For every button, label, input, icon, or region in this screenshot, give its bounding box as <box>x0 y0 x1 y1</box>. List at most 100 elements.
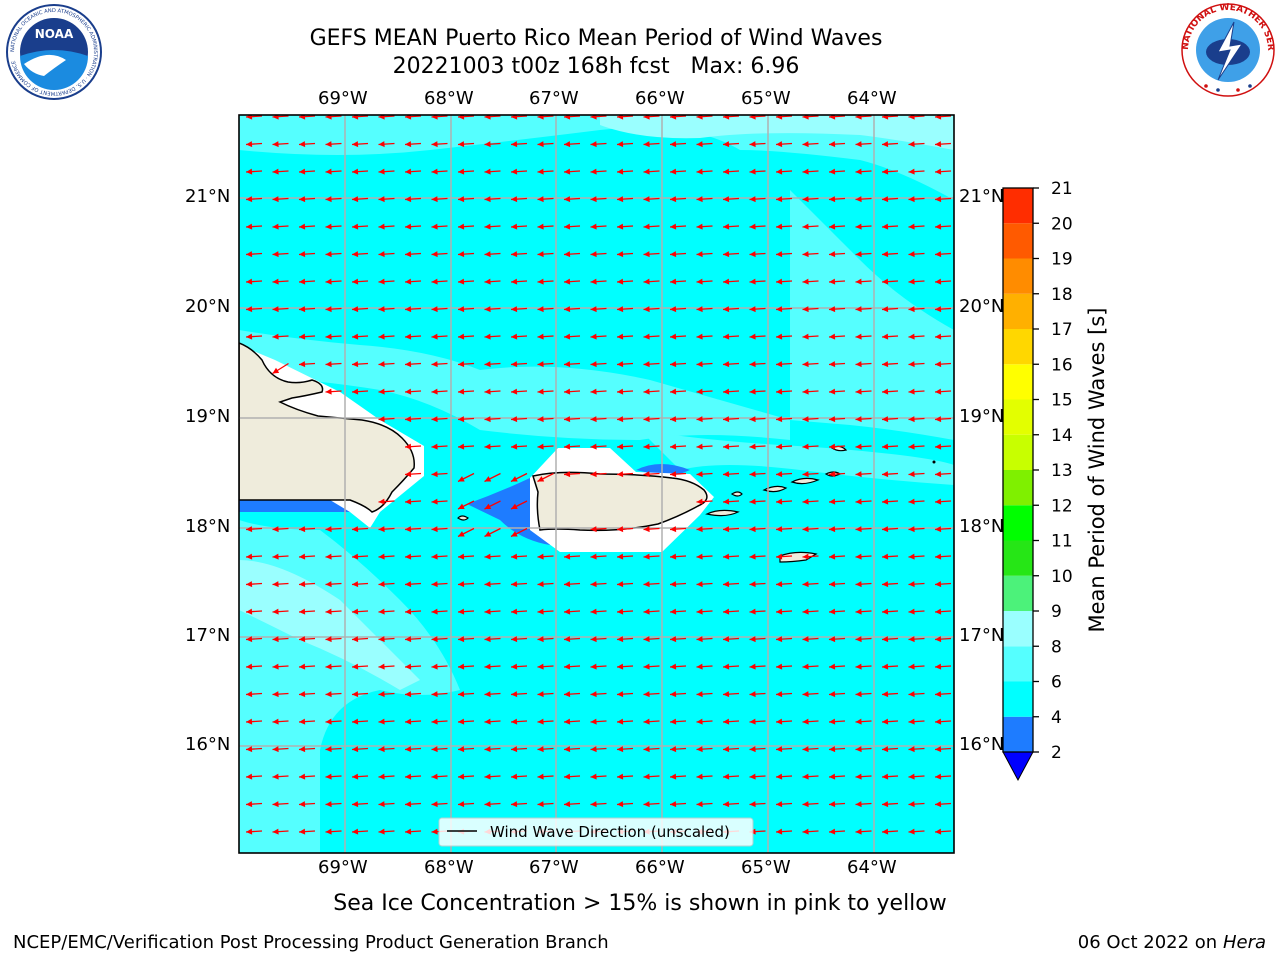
wind-wave-arrow-head <box>935 388 942 395</box>
wind-wave-arrow-head <box>670 251 677 258</box>
wind-wave-arrow-head <box>378 828 385 835</box>
wind-wave-arrow-head <box>749 471 756 478</box>
wind-wave-arrow-head <box>829 718 836 725</box>
wind-wave-arrow-head <box>776 388 783 395</box>
wind-wave-arrow-head <box>882 773 889 780</box>
wind-wave-arrow-head <box>431 388 438 395</box>
wind-wave-arrow-head <box>272 828 279 835</box>
wind-wave-arrow-head <box>776 361 783 368</box>
wind-wave-arrow-head <box>802 251 809 258</box>
map-frame <box>238 114 955 854</box>
wind-wave-arrow-head <box>617 553 624 560</box>
wind-wave-arrow-head <box>670 636 677 643</box>
legend-label: Wind Wave Direction (unscaled) <box>490 823 730 841</box>
wind-wave-arrow-head <box>299 581 306 588</box>
wind-wave-arrow-head <box>352 223 359 230</box>
wind-wave-arrow-head <box>325 278 332 285</box>
wind-wave-arrow-head <box>352 773 359 780</box>
colorbar: 2 4 6 8 9 10 11 12 13 14 15 16 17 18 19 20 21 <box>1002 179 1073 782</box>
wind-wave-arrow-head <box>643 416 650 423</box>
wind-wave-arrow-head <box>617 746 624 753</box>
wind-wave-arrow-head <box>405 718 412 725</box>
wind-wave-arrow-head <box>882 361 889 368</box>
wind-wave-arrow-head <box>643 553 650 560</box>
wind-wave-arrow-head <box>458 553 465 560</box>
colorbar-segment <box>1003 364 1033 400</box>
wind-wave-arrow-head <box>855 333 862 340</box>
wind-wave-arrow-head <box>590 608 597 615</box>
wind-wave-arrow-head <box>590 443 597 450</box>
wind-wave-arrow-head <box>696 636 703 643</box>
colorbar-tick-label: 12 <box>1051 496 1073 516</box>
lon-label-top-67w: 67°W <box>529 88 579 109</box>
colorbar-tick-label: 14 <box>1051 426 1073 446</box>
wind-wave-arrow-head <box>882 581 889 588</box>
wind-wave-arrow-head <box>802 828 809 835</box>
wind-wave-arrow-head <box>405 251 412 258</box>
wind-wave-arrow-head <box>855 251 862 258</box>
wind-wave-arrow-head <box>723 416 730 423</box>
wind-wave-arrow-head <box>696 388 703 395</box>
wind-wave-arrow-head <box>405 746 412 753</box>
wind-wave-arrow-head <box>325 223 332 230</box>
lat-label-left-19n: 19°N <box>185 406 231 427</box>
wind-wave-arrow-head <box>776 718 783 725</box>
wind-wave-arrow-head <box>246 115 253 120</box>
wind-wave-arrow-head <box>484 636 491 643</box>
wind-wave-arrow-head <box>378 636 385 643</box>
wind-wave-arrow-head <box>802 196 809 203</box>
wind-wave-arrow-head <box>378 278 385 285</box>
wind-wave-arrow-head <box>855 196 862 203</box>
wind-wave-arrow-head <box>882 278 889 285</box>
wind-wave-arrow-head <box>935 773 942 780</box>
wind-wave-arrow-head <box>882 746 889 753</box>
wind-wave-arrow-head <box>882 333 889 340</box>
wind-wave-arrow-head <box>458 223 465 230</box>
wind-wave-arrow-head <box>378 773 385 780</box>
wind-wave-arrow-head <box>829 526 836 533</box>
wind-wave-arrow-head <box>378 223 385 230</box>
wind-wave-arrow-head <box>246 608 253 615</box>
wind-wave-arrow-head <box>617 608 624 615</box>
wind-wave-arrow-head <box>829 361 836 368</box>
wind-wave-arrow-head <box>723 333 730 340</box>
wind-wave-arrow-head <box>696 526 703 533</box>
wind-wave-arrow-head <box>643 196 650 203</box>
wind-wave-arrow-head <box>829 141 836 148</box>
lon-label-top-66w: 66°W <box>635 88 685 109</box>
wind-wave-arrow-head <box>511 251 518 258</box>
colorbar-tick-label: 13 <box>1051 461 1073 481</box>
wind-wave-arrow-head <box>802 333 809 340</box>
wind-wave-arrow-head <box>802 498 809 505</box>
wind-wave-arrow-head <box>855 306 862 313</box>
wind-wave-arrow-head <box>458 608 465 615</box>
wind-wave-arrow-head <box>617 773 624 780</box>
wind-wave-arrow-head <box>696 773 703 780</box>
wind-wave-arrow-head <box>670 361 677 368</box>
wind-wave-arrow-head <box>325 141 332 148</box>
wind-wave-arrow-head <box>908 608 915 615</box>
colorbar-segment <box>1003 329 1033 365</box>
wind-wave-arrow-head <box>431 828 438 835</box>
wind-wave-arrow-head <box>484 251 491 258</box>
wind-wave-arrow-head <box>484 388 491 395</box>
wind-wave-arrow-head <box>564 196 571 203</box>
wind-wave-arrow-head <box>378 388 385 395</box>
wind-wave-arrow-head <box>776 306 783 313</box>
wind-wave-arrow-head <box>564 333 571 340</box>
wind-wave-arrow-head <box>431 718 438 725</box>
wind-wave-arrow-head <box>723 471 730 478</box>
wind-wave-arrow-head <box>511 196 518 203</box>
wind-wave-arrow-head <box>511 773 518 780</box>
wind-wave-arrow-head <box>484 196 491 203</box>
wind-wave-arrow-head <box>378 526 385 533</box>
wind-wave-arrow-head <box>670 746 677 753</box>
wind-wave-arrow-head <box>908 416 915 423</box>
wind-wave-arrow-head <box>855 663 862 670</box>
mona-island <box>457 515 469 521</box>
wind-wave-arrow-head <box>458 636 465 643</box>
wind-wave-arrow-head <box>935 581 942 588</box>
wind-wave-arrow-head <box>723 526 730 533</box>
wind-wave-arrow-head <box>802 526 809 533</box>
wind-wave-arrow-head <box>855 498 862 505</box>
